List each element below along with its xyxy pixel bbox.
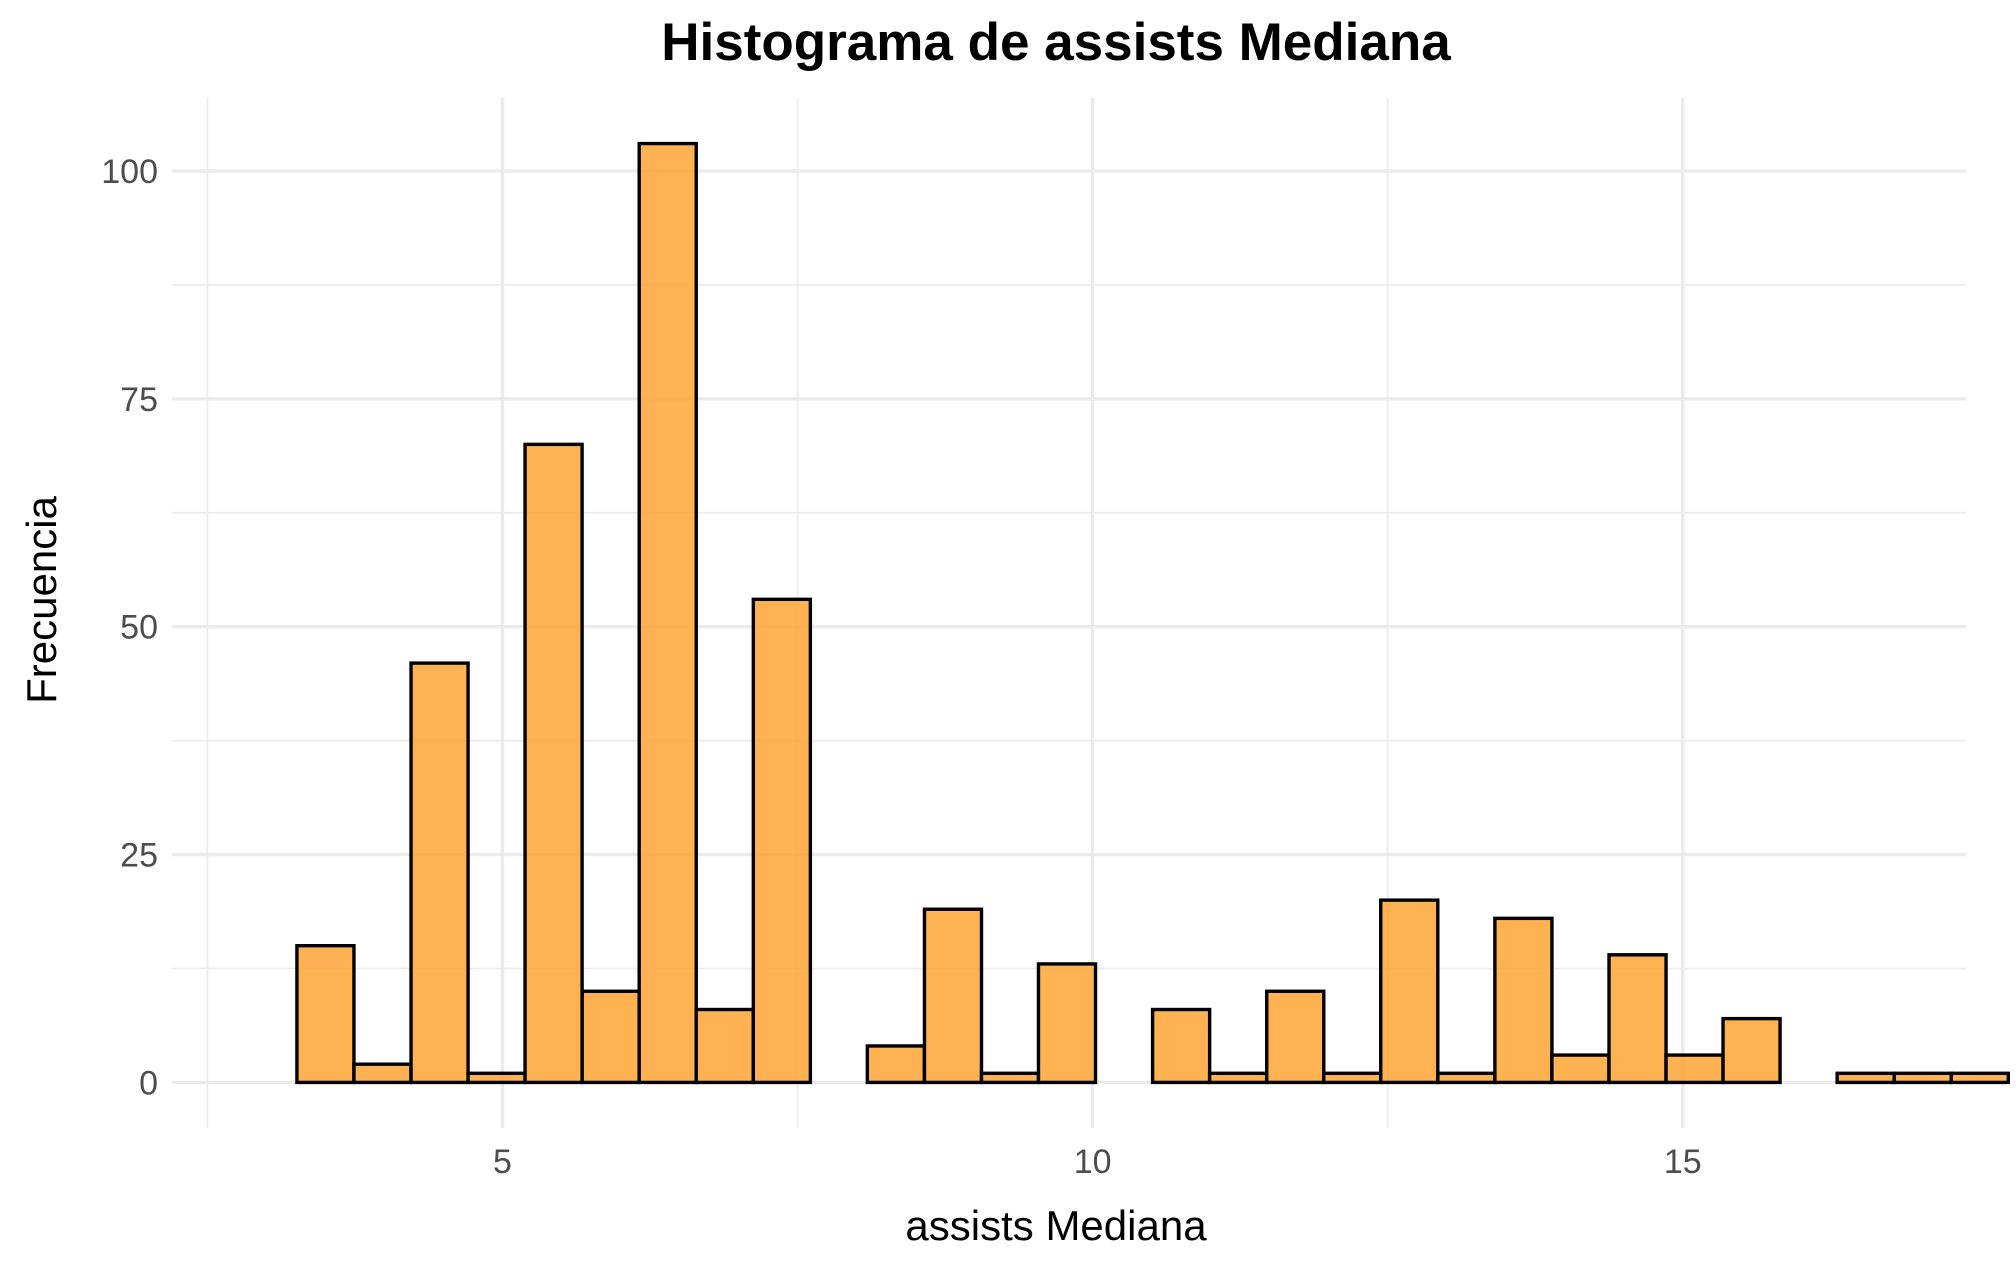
x-tick-label: 5: [493, 1143, 512, 1181]
histogram-bar: [1721, 1016, 1782, 1085]
histogram-bars: [295, 141, 2011, 1085]
histogram-bar: [1493, 916, 1554, 1085]
histogram-bar: [1664, 1053, 1725, 1085]
x-axis-tick-labels: 5 10 15: [493, 1143, 1702, 1181]
histogram-bar: [694, 1007, 755, 1085]
histogram-bar: [466, 1071, 527, 1085]
histogram-bar: [922, 907, 984, 1085]
histogram-bar: [580, 989, 641, 1085]
y-axis-title: Frecuencia: [18, 495, 65, 703]
histogram-bar: [1607, 953, 1668, 1085]
histogram-bar: [409, 661, 470, 1085]
y-tick-label: 0: [139, 1064, 158, 1102]
histogram-bar: [1207, 1071, 1269, 1085]
y-tick-label: 75: [120, 381, 158, 419]
x-tick-label: 10: [1074, 1143, 1112, 1181]
histogram-bar: [751, 597, 813, 1085]
histogram-bar: [1436, 1071, 1497, 1085]
histogram-bar: [1550, 1053, 1611, 1085]
x-axis-title: assists Mediana: [905, 1202, 1207, 1249]
histogram-bar: [352, 1062, 413, 1085]
y-tick-label: 50: [120, 609, 158, 647]
histogram-bar: [1835, 1071, 1896, 1085]
histogram-bar: [1892, 1071, 1953, 1085]
histogram-bar: [295, 943, 356, 1085]
y-tick-label: 25: [120, 837, 158, 875]
histogram-bar: [1265, 989, 1326, 1085]
histogram-bar: [865, 1044, 927, 1085]
histogram-bar: [1322, 1071, 1383, 1085]
histogram-bar: [637, 141, 698, 1085]
histogram-bar: [1036, 962, 1098, 1085]
y-tick-label: 100: [101, 153, 158, 191]
histogram-bar: [523, 442, 584, 1085]
histogram-bar: [1150, 1007, 1212, 1085]
y-axis-tick-labels: 0 25 50 75 100: [101, 153, 158, 1103]
chart-title: Histograma de assists Mediana: [661, 13, 1451, 72]
histogram-bar: [979, 1071, 1041, 1085]
histogram-bar: [1379, 898, 1440, 1085]
x-tick-label: 15: [1664, 1143, 1702, 1181]
histogram-bar: [1949, 1071, 2011, 1085]
